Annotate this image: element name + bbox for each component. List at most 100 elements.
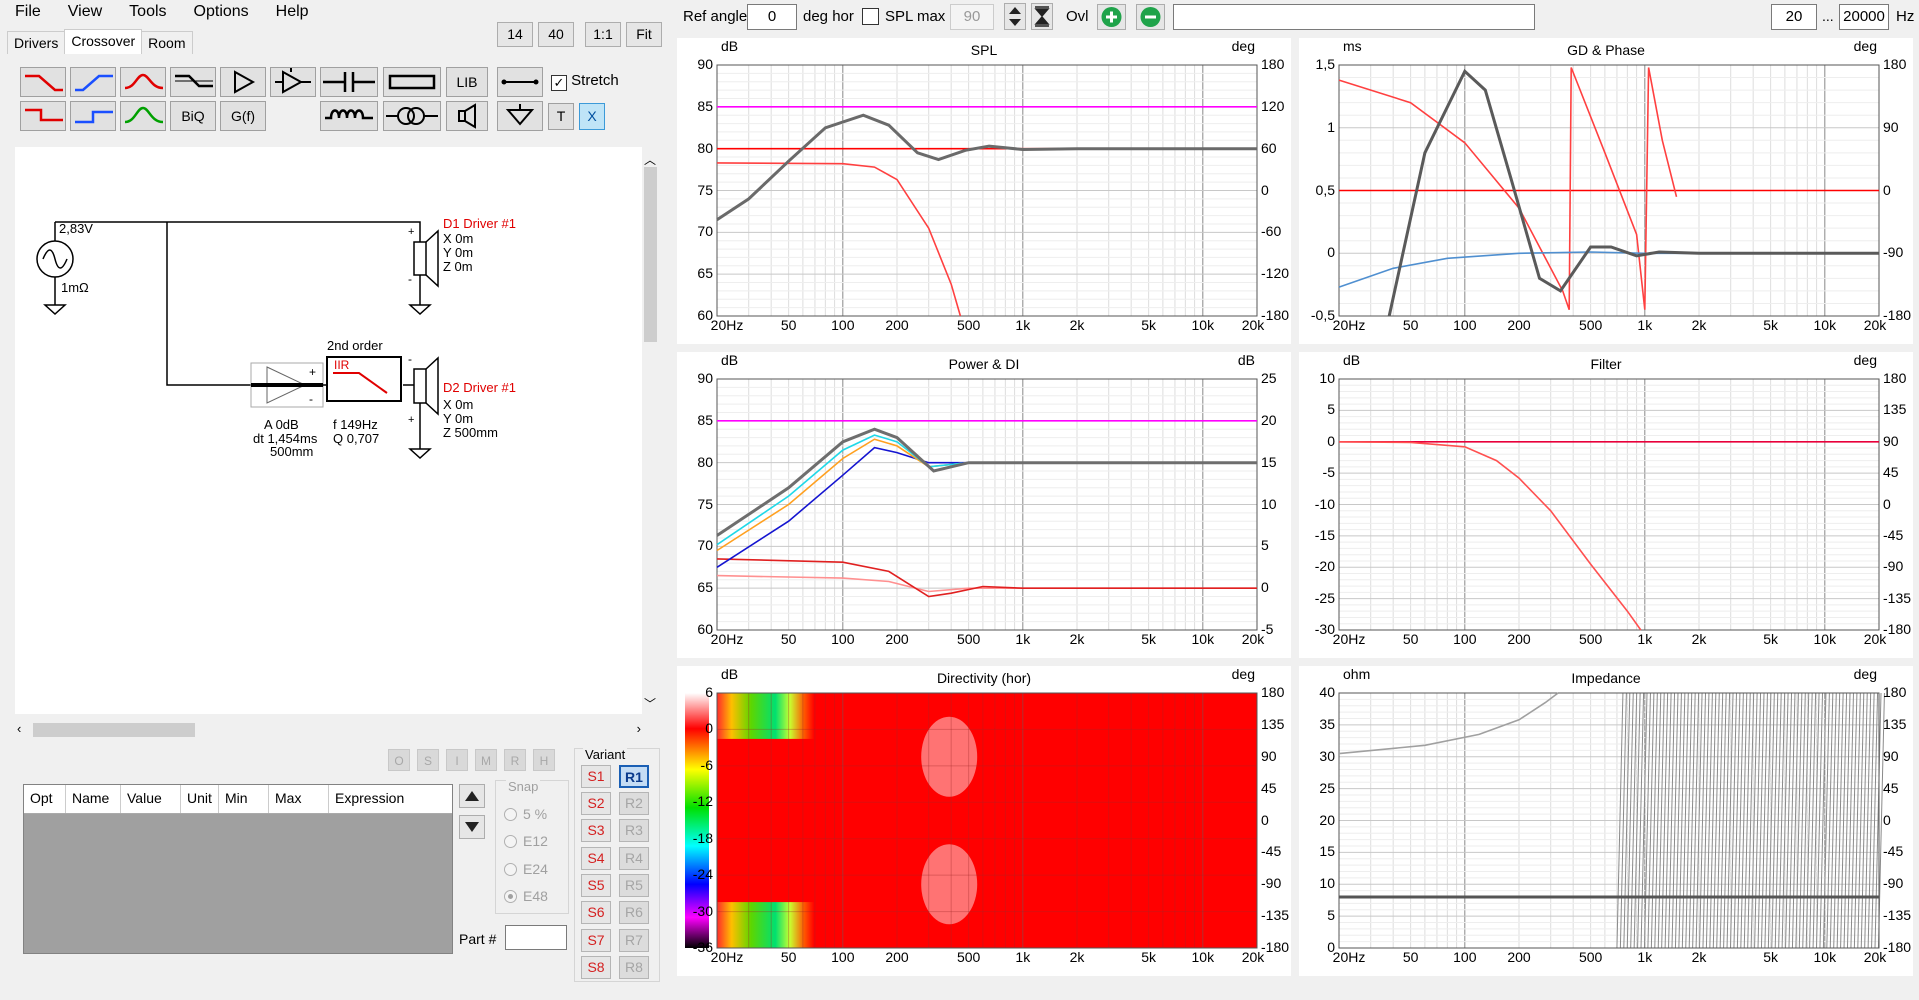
horizontal-scroll-thumb[interactable] [33, 723, 195, 737]
directivity-chart[interactable]: Directivity (hor) dB deg 6 0 -6 -12 -18 -24 -30 -3… [677, 666, 1291, 976]
variant-r1-button[interactable]: R1 [619, 765, 649, 788]
variant-r2-button[interactable]: R2 [619, 792, 649, 815]
variant-s8-button[interactable]: S8 [581, 956, 611, 979]
impedance-chart[interactable]: Impedance ohm deg 40 35 30 25 20 15 10 5 0 180 135 90 4… [1299, 666, 1913, 976]
spl-max-input[interactable]: 90 [950, 4, 994, 30]
tab-room[interactable]: Room [141, 31, 193, 54]
variant-s5-button[interactable]: S5 [581, 874, 611, 897]
variant-s3-button[interactable]: S3 [581, 819, 611, 842]
amplifier-button[interactable] [220, 67, 266, 97]
snap-e48-radio[interactable]: E48 [504, 888, 548, 904]
amp-delay-label: dt 1,454ms [253, 431, 318, 446]
biquad-button[interactable]: BiQ [170, 101, 216, 131]
bandpass-button[interactable] [120, 101, 166, 131]
freq-min-input[interactable]: 20 [1771, 4, 1817, 30]
col-max[interactable]: Max [269, 785, 329, 813]
part-number-input[interactable] [505, 925, 567, 950]
variant-s4-button[interactable]: S4 [581, 847, 611, 870]
remove-overlay-button[interactable] [1136, 4, 1165, 30]
tab-crossover[interactable]: Crossover [64, 29, 143, 54]
col-name[interactable]: Name [66, 785, 121, 813]
col-value[interactable]: Value [121, 785, 181, 813]
resistor-button[interactable] [383, 67, 441, 97]
opt-s-button[interactable]: S [417, 749, 439, 771]
variant-s1-button[interactable]: S1 [581, 765, 611, 788]
col-unit[interactable]: Unit [181, 785, 219, 813]
variant-r5-button[interactable]: R5 [619, 874, 649, 897]
move-down-button[interactable] [459, 815, 485, 839]
power-di-chart[interactable]: Power & DI dB dB 90 85 80 75 70 65 60 25 20 15 10 5 0 -5… [677, 352, 1291, 658]
gd-phase-chart[interactable]: GD & Phase ms deg 1,5 1 0,5 0 -0,5 180 90 0 -90 -180… [1299, 38, 1913, 344]
col-min[interactable]: Min [219, 785, 269, 813]
zoom-fit-button[interactable]: Fit [626, 22, 662, 47]
variant-r7-button[interactable]: R7 [619, 929, 649, 952]
ref-angle-input[interactable]: 0 [747, 4, 797, 30]
variant-r3-button[interactable]: R3 [619, 819, 649, 842]
freq-max-input[interactable]: 20000 [1839, 4, 1889, 30]
scroll-up-icon[interactable]: ︿ [644, 153, 657, 167]
highpass-2nd-button[interactable] [70, 101, 116, 131]
tab-drivers[interactable]: Drivers [7, 31, 66, 54]
text-button[interactable]: T [548, 103, 574, 130]
delete-button[interactable]: X [579, 103, 605, 130]
inductor-button[interactable] [320, 101, 378, 131]
wire-button[interactable] [497, 67, 543, 97]
gf-button[interactable]: G(f) [220, 101, 266, 131]
menu-help[interactable]: Help [275, 3, 309, 20]
transformer-button[interactable] [383, 101, 441, 131]
vertical-scroll-thumb[interactable] [644, 167, 657, 342]
menu-tools[interactable]: Tools [129, 3, 167, 20]
highpass-1st-button[interactable] [70, 67, 116, 97]
zoom-14-button[interactable]: 14 [497, 22, 533, 47]
add-overlay-button[interactable] [1097, 4, 1126, 30]
canvas-vertical-scrollbar[interactable]: ︿ ﹀ [642, 147, 659, 714]
d2-name-label: D2 Driver #1 [443, 380, 516, 395]
capacitor-button[interactable] [320, 67, 378, 97]
opt-i-button[interactable]: I [446, 749, 468, 771]
spl-step-button[interactable] [1031, 3, 1053, 30]
snap-e12-radio[interactable]: E12 [504, 833, 548, 849]
stretch-checkbox[interactable]: ✓ Stretch [551, 72, 619, 91]
optimizer-table[interactable]: Opt Name Value Unit Min Max Expression [23, 784, 453, 954]
schematic-canvas[interactable]: 2,83V 1mΩ + - D1 Driver #1 X 0m Y 0m Z 0… [15, 147, 643, 714]
col-expression[interactable]: Expression [335, 790, 405, 806]
spl-chart[interactable]: SPL dB deg 90 85 80 75 70 65 60 180 120 60 0 -60 -120 -1… [677, 38, 1291, 344]
spl-up-down-button[interactable] [1004, 3, 1026, 30]
buffer-button[interactable] [270, 67, 316, 97]
x-tick-label: 10k [1191, 949, 1215, 965]
variant-s2-button[interactable]: S2 [581, 792, 611, 815]
scroll-down-icon[interactable]: ﹀ [644, 697, 657, 711]
canvas-horizontal-scrollbar[interactable]: ‹ › [15, 720, 643, 740]
scroll-right-icon[interactable]: › [636, 721, 641, 736]
lowpass-2nd-button[interactable] [20, 101, 66, 131]
variant-r6-button[interactable]: R6 [619, 901, 649, 924]
zoom-1to1-button[interactable]: 1:1 [585, 22, 621, 47]
opt-h-button[interactable]: H [533, 749, 555, 771]
zoom-40-button[interactable]: 40 [538, 22, 574, 47]
variant-s6-button[interactable]: S6 [581, 901, 611, 924]
col-opt[interactable]: Opt [24, 785, 66, 813]
opt-o-button[interactable]: O [388, 749, 410, 771]
amp-gain-label: A 0dB [264, 417, 299, 432]
lib-button[interactable]: LIB [446, 67, 488, 97]
menu-view[interactable]: View [67, 3, 103, 20]
menu-file[interactable]: File [15, 3, 41, 20]
ground-button[interactable] [497, 101, 543, 131]
snap-e24-radio[interactable]: E24 [504, 861, 548, 877]
notch-button[interactable] [120, 67, 166, 97]
driver-button[interactable] [446, 101, 488, 131]
variant-s7-button[interactable]: S7 [581, 929, 611, 952]
variant-r4-button[interactable]: R4 [619, 847, 649, 870]
snap-5pct-radio[interactable]: 5 % [504, 806, 547, 822]
spl-max-checkbox[interactable] [862, 8, 879, 25]
filter-chart[interactable]: Filter dB deg 10 5 0 -5 -10 -15 -20 -25 -30 180 135 90… [1299, 352, 1913, 658]
overlay-name-input[interactable] [1173, 4, 1535, 30]
scroll-left-icon[interactable]: ‹ [17, 721, 22, 736]
move-up-button[interactable] [459, 784, 485, 808]
menu-options[interactable]: Options [193, 3, 249, 20]
variant-r8-button[interactable]: R8 [619, 956, 649, 979]
shelf-button[interactable] [170, 67, 216, 97]
opt-r-button[interactable]: R [504, 749, 526, 771]
opt-m-button[interactable]: M [475, 749, 497, 771]
lowpass-1st-button[interactable] [20, 67, 66, 97]
